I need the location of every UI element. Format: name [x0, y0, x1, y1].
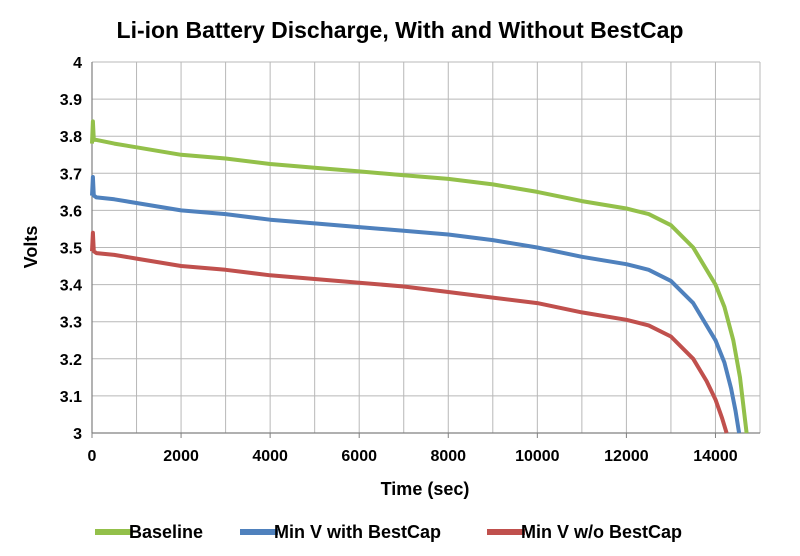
- y-tick-label: 3.6: [60, 203, 82, 220]
- y-tick-label: 3.5: [60, 241, 82, 258]
- legend: Baseline Min V with BestCap Min V w/o Best…: [95, 522, 682, 542]
- legend-label: Baseline: [129, 522, 203, 542]
- series-lines: [90, 119, 749, 434]
- y-tick-label: 3.8: [60, 129, 82, 146]
- y-tick-label: 3.4: [60, 278, 82, 295]
- y-tick-label: 3.2: [60, 352, 82, 369]
- series-line-3: [90, 230, 729, 434]
- x-tick-label: 0: [88, 448, 97, 465]
- y-tick-label: 3.1: [60, 389, 82, 406]
- y-tick-labels: 3 3.1 3.2 3.3 3.4 3.5 3.6 3.7 3.8 3.9 4: [60, 55, 82, 443]
- series-line-2: [90, 175, 742, 434]
- y-tick-label: 3: [73, 426, 82, 443]
- grid-lines: [92, 61, 761, 433]
- x-tick-labels: 0 2000 4000 6000 8000 10000 12000 14000: [88, 448, 738, 465]
- legend-label: Min V with BestCap: [274, 522, 441, 542]
- chart-title: Li-ion Battery Discharge, With and Witho…: [117, 17, 684, 43]
- y-tick-label: 3.7: [60, 166, 82, 183]
- x-tick-label: 6000: [341, 448, 377, 465]
- legend-label: Min V w/o BestCap: [521, 522, 682, 542]
- x-axis-title: Time (sec): [381, 479, 470, 499]
- y-tick-label: 4: [73, 55, 82, 72]
- x-tick-label: 8000: [430, 448, 466, 465]
- x-tick-label: 12000: [604, 448, 649, 465]
- x-tick-label: 4000: [252, 448, 288, 465]
- axes: [91, 62, 760, 438]
- x-tick-label: 10000: [515, 448, 560, 465]
- x-tick-label: 14000: [693, 448, 738, 465]
- y-tick-label: 3.3: [60, 315, 82, 332]
- x-tick-label: 2000: [163, 448, 199, 465]
- y-axis-title: Volts: [21, 226, 41, 269]
- y-tick-label: 3.9: [60, 92, 82, 109]
- series-line-1: [90, 119, 749, 434]
